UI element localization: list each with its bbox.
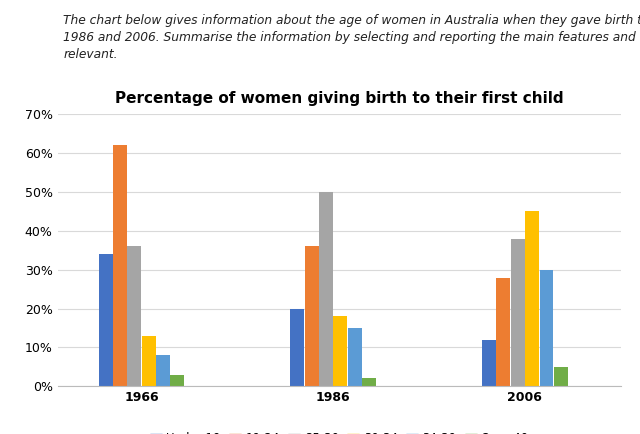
Bar <box>141 336 156 386</box>
Bar <box>554 367 568 386</box>
Bar <box>305 247 319 386</box>
Bar <box>482 340 496 386</box>
Bar <box>333 316 348 386</box>
Bar <box>291 309 304 386</box>
Bar <box>497 277 510 386</box>
Title: Percentage of women giving birth to their first child: Percentage of women giving birth to thei… <box>115 91 563 106</box>
Text: The chart below gives information about the age of women in Australia when they : The chart below gives information about … <box>63 14 640 61</box>
Bar <box>127 247 141 386</box>
Bar <box>113 145 127 386</box>
Bar <box>170 375 184 386</box>
Bar <box>99 254 113 386</box>
Bar <box>540 270 554 386</box>
Bar <box>511 239 525 386</box>
Bar <box>348 328 362 386</box>
Bar <box>319 192 333 386</box>
Bar <box>362 378 376 386</box>
Bar <box>525 211 539 386</box>
Bar <box>156 355 170 386</box>
Legend: Under 19, 19-24, 25-30, 30-34, 34-39, Over 40: Under 19, 19-24, 25-30, 30-34, 34-39, Ov… <box>145 427 533 434</box>
